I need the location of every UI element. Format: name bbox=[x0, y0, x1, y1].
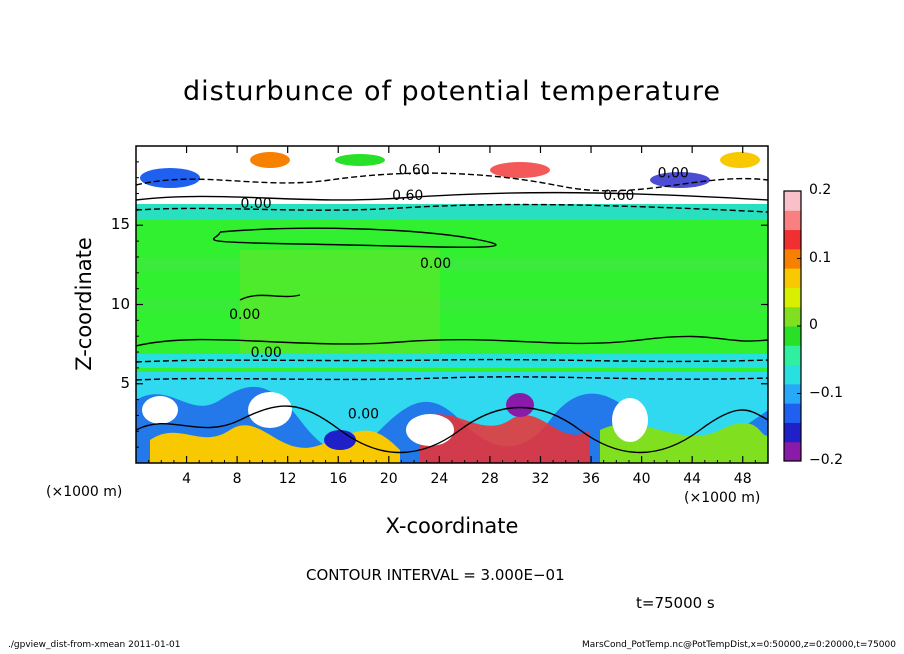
colorbar-segment bbox=[784, 326, 801, 346]
colorbar-segment bbox=[784, 210, 801, 231]
time-label: t=75000 s bbox=[636, 594, 715, 612]
x-tick-label: 4 bbox=[182, 471, 191, 487]
convective-cells bbox=[136, 386, 768, 463]
colorbar-segment bbox=[784, 248, 801, 269]
x-tick-label: 44 bbox=[683, 471, 702, 487]
x-tick-label: 16 bbox=[329, 471, 348, 487]
contour-label: 0.00 bbox=[251, 345, 282, 361]
footer-left: ./gpview_dist-from-xmean 2011-01-01 bbox=[8, 640, 181, 650]
contour-label: 0.00 bbox=[348, 407, 379, 423]
plot-area bbox=[136, 146, 768, 463]
colorbar-segment bbox=[784, 422, 801, 443]
contour-label-layer: 0.00 0.00 0.00 0.00 0.00 0.60 0.60 0.60 0.00 bbox=[229, 163, 689, 423]
contour-label: 0.00 bbox=[420, 256, 451, 272]
upper-transition-band bbox=[136, 204, 768, 220]
x-tick-label: 28 bbox=[480, 471, 499, 487]
contour-label: 0.60 bbox=[603, 188, 634, 204]
y-tick-label: 10 bbox=[110, 294, 130, 313]
colorbar bbox=[783, 190, 802, 462]
colorbar-tick-label: 0 bbox=[809, 317, 818, 333]
colorbar-segment bbox=[784, 345, 801, 366]
colorbar-segment bbox=[784, 191, 801, 211]
colorbar-segment bbox=[784, 268, 801, 288]
contour-label: 0.00 bbox=[229, 307, 260, 323]
colorbar-tick-label: −0.2 bbox=[809, 452, 843, 468]
colorbar-segment bbox=[784, 229, 801, 250]
colorbar-segment bbox=[784, 383, 801, 404]
colorbar-segment bbox=[784, 441, 801, 462]
colorbar-segment bbox=[784, 364, 801, 385]
y-tick-label: 5 bbox=[120, 373, 130, 392]
x-tick-label: 24 bbox=[430, 471, 449, 487]
x-unit-label-left: (×1000 m) bbox=[46, 484, 123, 500]
y-tick-label: 15 bbox=[110, 215, 130, 234]
contour-interval-label: CONTOUR INTERVAL = 3.000E−01 bbox=[306, 566, 565, 584]
contour-label: 0.60 bbox=[392, 188, 423, 204]
x-tick-label: 8 bbox=[232, 471, 242, 487]
mid-band bbox=[136, 258, 768, 272]
colorbar-segment bbox=[784, 287, 801, 308]
footer-right: MarsCond_PotTemp.nc@PotTempDist,x=0:5000… bbox=[582, 640, 896, 650]
lower-transition-band bbox=[136, 354, 768, 368]
contour-lines bbox=[136, 172, 768, 454]
colorbar-tick-label: 0.1 bbox=[809, 249, 832, 266]
contour-label: 0.00 bbox=[240, 196, 271, 212]
x-tick-label: 32 bbox=[531, 471, 550, 487]
x-tick-label: 20 bbox=[379, 471, 398, 487]
colorbar-segment bbox=[784, 403, 801, 423]
contour-label: 0.00 bbox=[658, 166, 689, 182]
x-tick-label: 40 bbox=[632, 471, 651, 487]
x-tick-label: 12 bbox=[278, 471, 297, 487]
x-tick-label: 48 bbox=[733, 471, 752, 487]
upper-layer-cells bbox=[140, 152, 760, 188]
chart-title: disturbunce of potential temperature bbox=[183, 76, 721, 107]
x-tick-marks bbox=[148, 146, 756, 463]
x-axis-label: X-coordinate bbox=[385, 514, 519, 538]
x-tick-label: 36 bbox=[582, 471, 600, 487]
colorbar-tick-label: 0.2 bbox=[809, 182, 832, 198]
colorbar-segment bbox=[784, 306, 801, 327]
contour-label: 0.60 bbox=[398, 163, 429, 179]
x-unit-label-right: (×1000 m) bbox=[684, 490, 761, 506]
y-tick-marks bbox=[136, 161, 768, 448]
colorbar-tick-label: −0.1 bbox=[809, 384, 843, 401]
